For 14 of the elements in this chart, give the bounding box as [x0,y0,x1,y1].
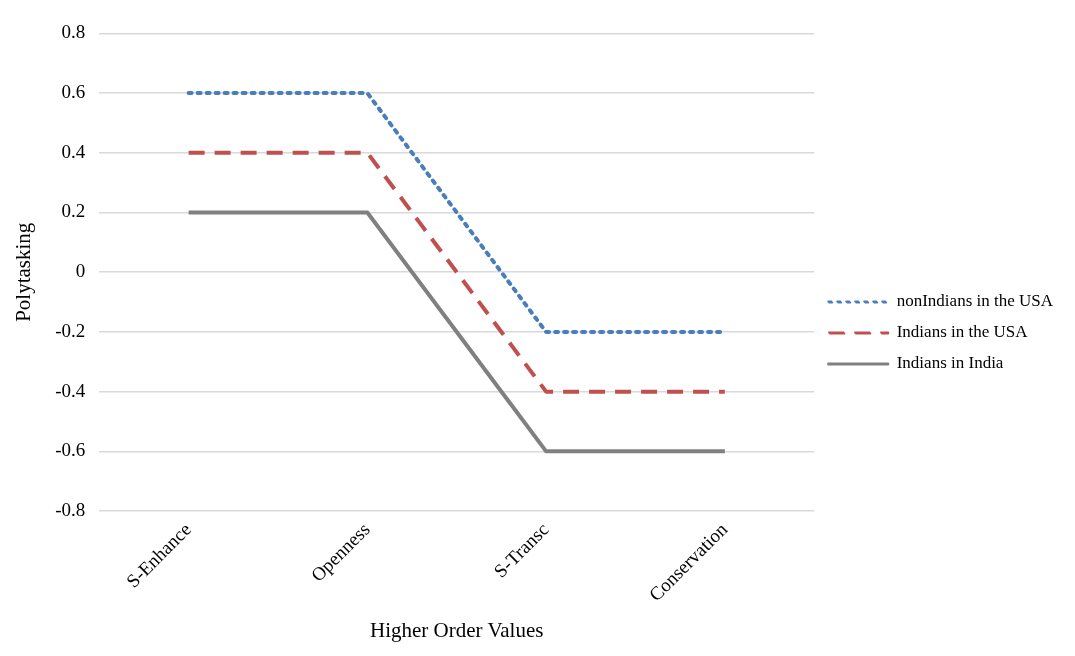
y-tick-label: 0.8 [61,21,86,43]
y-tick-label: -0.4 [55,379,86,401]
y-tick-label: 0 [75,260,86,282]
y-tick-label: -0.8 [55,499,86,521]
y-tick-label: 0.6 [61,81,86,103]
y-tick-label: 0.4 [61,140,86,162]
y-tick-label: 0.2 [61,200,86,222]
legend-label: Indians in the USA [896,322,1029,342]
y-tick-label: -0.2 [55,319,86,341]
x-axis-title: Higher Order Values [370,617,544,642]
legend-label: nonIndians in the USA [896,291,1054,311]
legend-label: Indians in India [896,353,1004,373]
y-axis-title: Polytasking [11,222,36,322]
y-tick-label: -0.6 [55,439,86,461]
